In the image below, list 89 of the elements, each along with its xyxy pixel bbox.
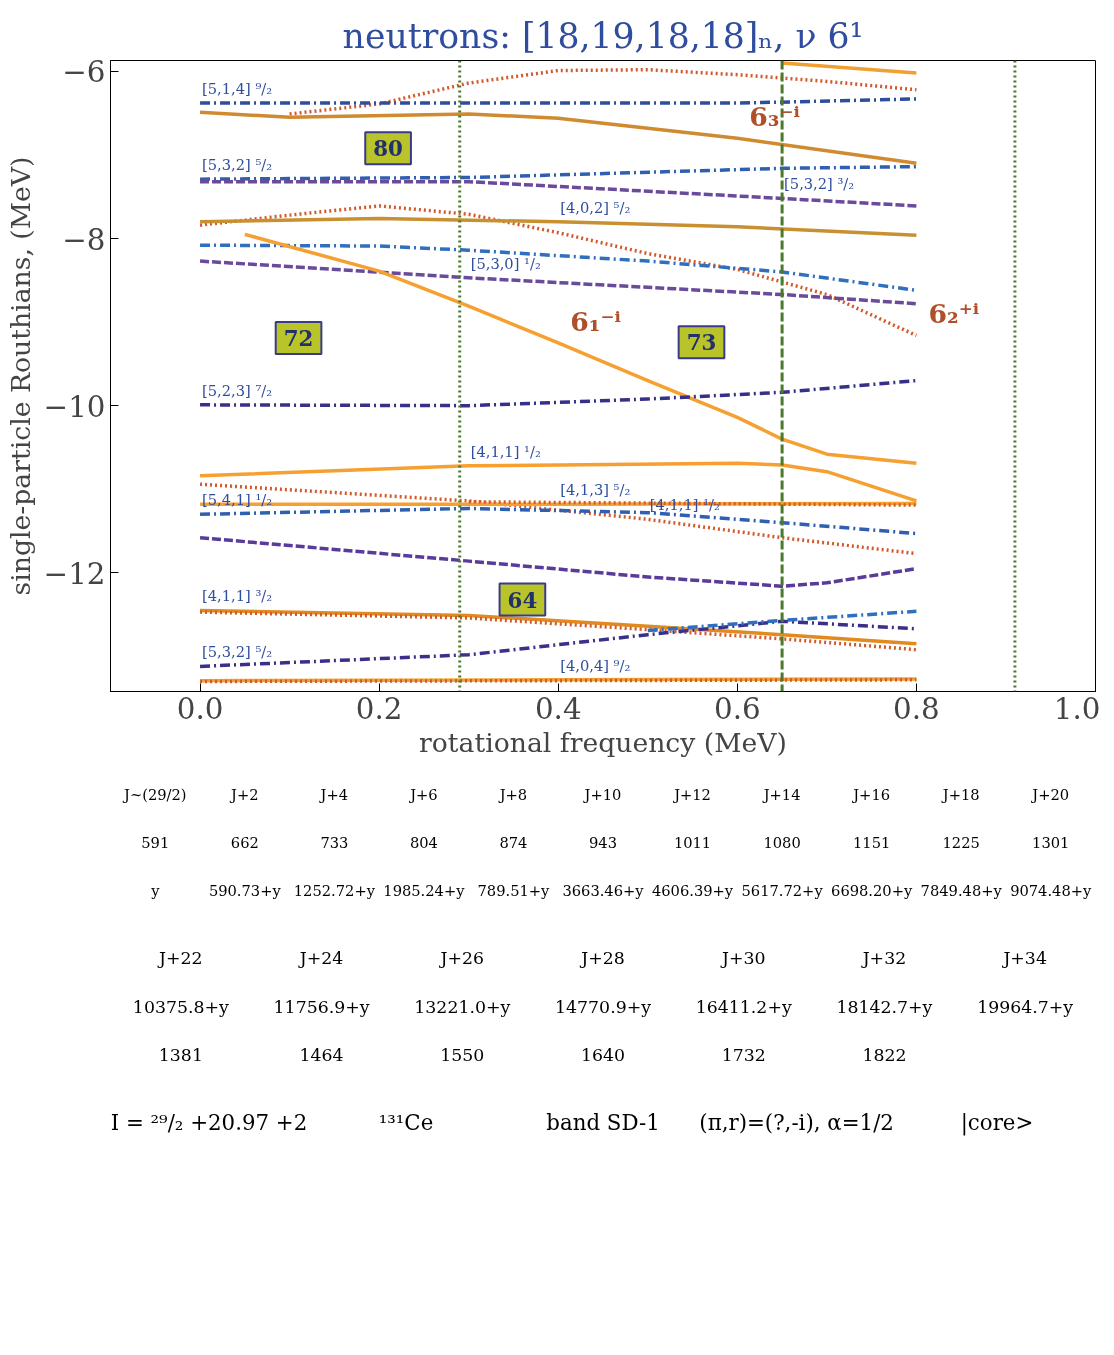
text: 590.73+y	[208, 882, 282, 900]
text: 11756.9+y	[273, 996, 370, 1017]
annotation: [5,3,2] ⁵/₂	[202, 643, 273, 661]
y-tick-label: −6	[62, 55, 106, 90]
annotation: 72	[283, 325, 314, 351]
text: 789.51+y	[477, 882, 551, 900]
text: 16411.2+y	[695, 996, 792, 1017]
text: 1640	[580, 1044, 626, 1065]
text: 5617.72+y	[741, 882, 824, 900]
x-tick-label: 1.0	[1053, 691, 1101, 726]
text: 1225	[942, 834, 980, 851]
text: 733	[320, 834, 349, 851]
text: J+34	[1001, 948, 1047, 969]
text: J~(29/2)	[122, 785, 187, 803]
annotation: [4,0,2] ⁵/₂	[560, 198, 631, 216]
text: ¹³¹Ce	[378, 1110, 434, 1135]
annotation: [5,2,3] ⁷/₂	[202, 381, 273, 399]
text: J+2	[229, 785, 259, 803]
text: y	[150, 882, 161, 900]
annotation: 6₂⁺ⁱ	[928, 298, 980, 330]
text: 1822	[862, 1044, 907, 1065]
text: 14770.9+y	[555, 996, 652, 1017]
text: 1381	[158, 1044, 203, 1065]
text: 1080	[763, 834, 801, 851]
annotation: 73	[686, 330, 717, 356]
text: 591	[141, 834, 170, 851]
annotation: [5,1,4] ⁹/₂	[202, 80, 273, 98]
text: 18142.7+y	[836, 996, 933, 1017]
annotation: [4,1,1] ³/₂	[202, 587, 273, 605]
text: J+20	[1030, 785, 1070, 803]
x-tick-label: 0.4	[534, 691, 582, 726]
text: J+16	[851, 785, 891, 803]
x-tick-label: 0.0	[176, 691, 224, 726]
annotation: 80	[373, 136, 403, 162]
annotation: 6₃⁻ⁱ	[749, 101, 800, 133]
chart-title: neutrons: [18,19,18,18]ₙ, ν 6¹	[342, 15, 864, 56]
annotation: [5,3,2] ³/₂	[784, 175, 855, 193]
annotation: [4,0,4] ⁹/₂	[560, 656, 631, 674]
x-tick-label: 0.8	[893, 691, 940, 726]
text: J+32	[860, 948, 907, 969]
text: |core>	[960, 1110, 1034, 1136]
text: 1550	[440, 1044, 485, 1065]
text: 3663.46+y	[562, 882, 645, 900]
text: J+18	[940, 785, 980, 803]
annotation: [4,1,3] ⁵/₂	[560, 481, 631, 499]
annotation: [5,3,0] ¹/₂	[470, 254, 541, 272]
annotation: 6₁⁻ⁱ	[570, 305, 621, 337]
text: 19964.7+y	[977, 996, 1074, 1017]
text: 4606.39+y	[651, 882, 734, 900]
text: J+4	[318, 785, 349, 803]
text: J+6	[408, 785, 438, 803]
text: 9074.48+y	[1010, 882, 1093, 900]
text: 1301	[1032, 834, 1070, 851]
text: 13221.0+y	[414, 996, 511, 1017]
text: J+30	[719, 948, 766, 969]
text: 943	[589, 834, 617, 851]
text: J+10	[582, 785, 622, 803]
text: 1464	[299, 1044, 344, 1065]
text: J+28	[579, 948, 625, 969]
text: 662	[230, 834, 259, 851]
text: 804	[409, 834, 438, 851]
text: 1252.72+y	[293, 882, 376, 900]
text: 1985.24+y	[383, 882, 466, 900]
text: J+14	[761, 785, 801, 803]
text: 6698.20+y	[831, 882, 913, 900]
text: J+26	[438, 948, 485, 969]
text: 7849.48+y	[920, 882, 1003, 900]
x-axis-title: rotational frequency (MeV)	[419, 726, 787, 758]
annotation: [4,1,1] ¹/₂	[470, 442, 541, 460]
y-tick-label: −8	[62, 222, 106, 257]
text: J+12	[672, 785, 711, 803]
text: I = ²⁹/₂ +20.97 +2	[110, 1110, 308, 1135]
text: band SD-1	[546, 1110, 660, 1135]
annotation: [5,3,2] ⁵/₂	[202, 156, 273, 174]
x-tick-label: 0.6	[714, 691, 761, 726]
text: (π,r)=(?,-i), α=1/2	[699, 1110, 894, 1135]
y-tick-label: −12	[43, 556, 106, 591]
text: 1732	[721, 1044, 766, 1065]
y-axis-title: single-particle Routhians, (MeV)	[4, 156, 36, 596]
text: 10375.8+y	[132, 996, 230, 1017]
text: 874	[499, 834, 528, 851]
text: J+8	[497, 785, 528, 803]
text: 1011	[673, 834, 712, 851]
text: 1151	[852, 834, 891, 851]
text: J+22	[157, 948, 203, 969]
text: J+24	[297, 948, 344, 969]
annotation: 64	[507, 587, 538, 613]
y-tick-label: −10	[43, 389, 106, 424]
x-tick-label: 0.2	[355, 691, 403, 726]
